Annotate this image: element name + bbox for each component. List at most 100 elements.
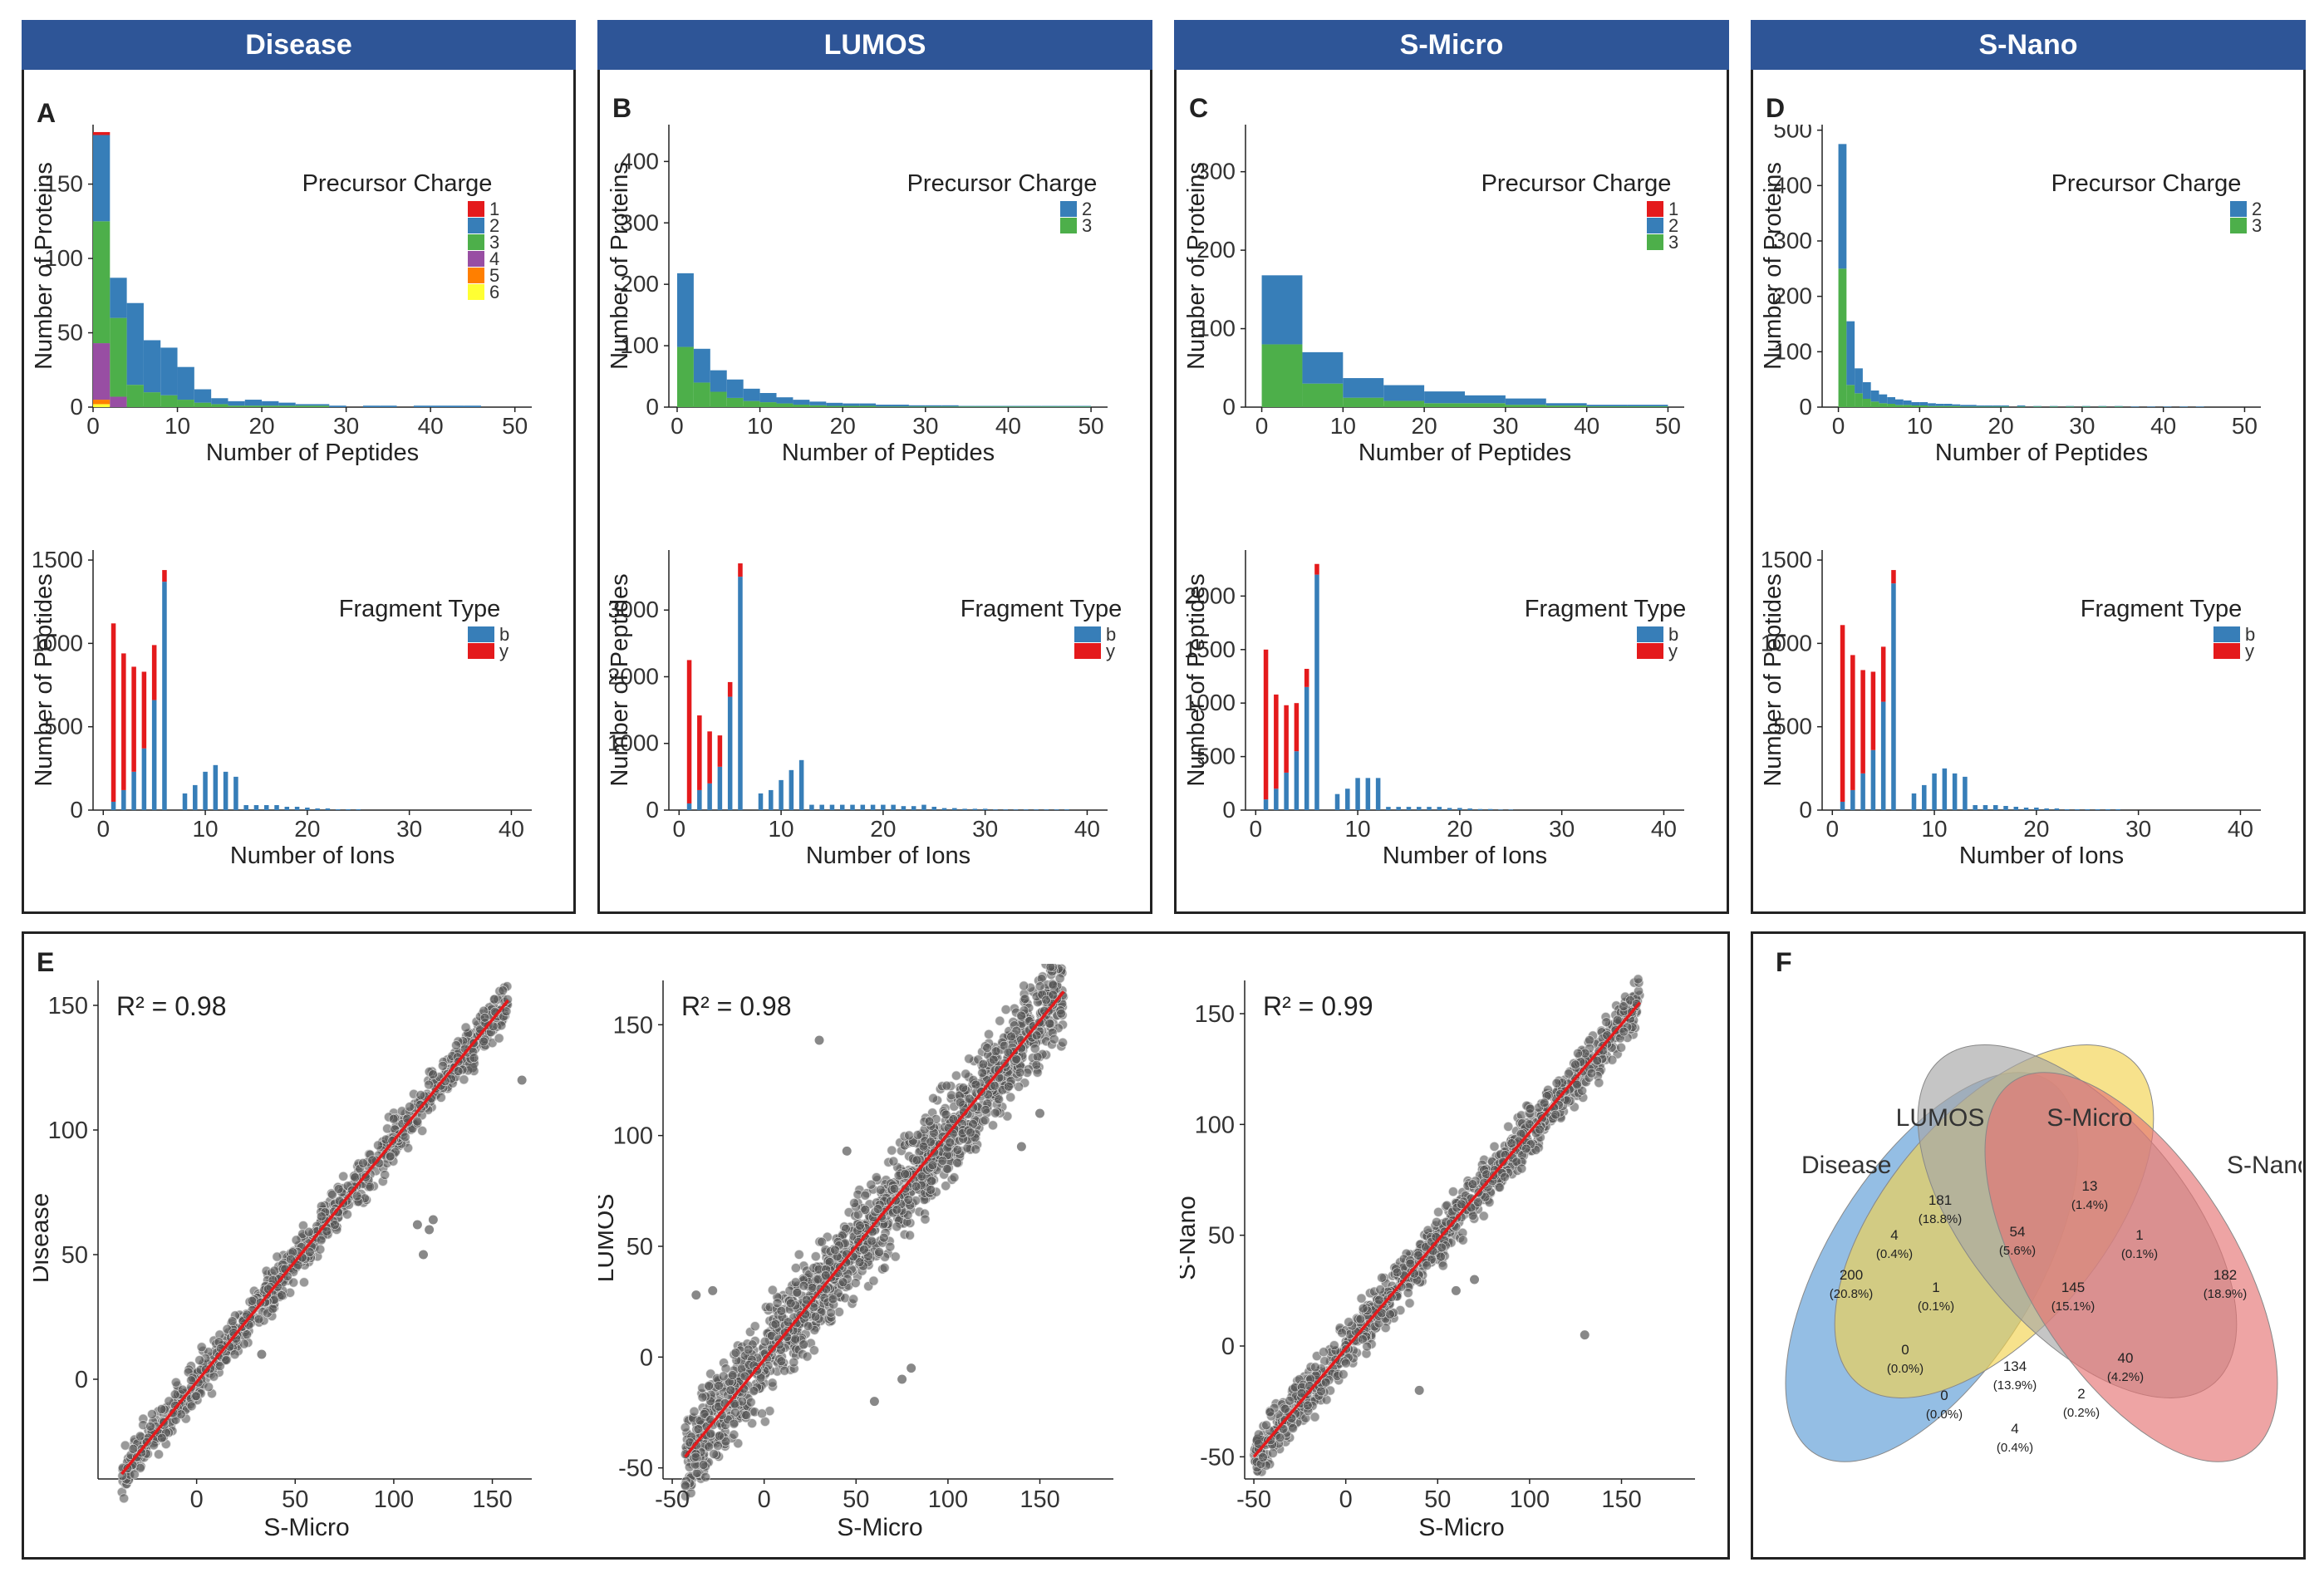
scatter-point	[1275, 1432, 1285, 1443]
legend-swatch-y	[1637, 643, 1663, 659]
bar-segment-3	[876, 406, 892, 407]
scatter-point	[498, 985, 508, 995]
scatter-point	[1056, 1008, 1066, 1019]
bar-segment-5	[93, 400, 111, 405]
bar-segment-2	[1545, 403, 1587, 406]
bar-segment-2	[1952, 404, 1961, 406]
scatter-point	[330, 1220, 340, 1230]
y-tick-label: 400	[620, 148, 659, 174]
scatter-point	[1006, 1031, 1016, 1042]
y-tick-label: 100	[44, 245, 83, 271]
bar-segment-b	[839, 804, 845, 810]
scatter-point	[130, 1469, 140, 1480]
scatter-point	[715, 1431, 725, 1441]
scatter-point	[1467, 1179, 1478, 1190]
x-tick-label: 10	[1330, 413, 1356, 439]
scatter-point	[776, 1356, 787, 1367]
x-tick-label: 50	[1078, 413, 1103, 439]
x-tick-label: 40	[499, 816, 524, 842]
scatter-point	[729, 1418, 739, 1429]
venn-region-count-disease-lumos: 4	[1890, 1227, 1898, 1243]
bar-segment-2	[2033, 405, 2041, 407]
y-axis-label: Number of Peptides	[1762, 573, 1786, 786]
bar-segment-b	[1355, 778, 1360, 810]
column-header-disease: Disease	[22, 20, 576, 70]
bar-segment-2	[329, 405, 346, 407]
bar-segment-3	[1058, 406, 1075, 407]
scatter-point	[988, 1054, 999, 1065]
x-tick-label: 50	[2232, 413, 2258, 439]
scatter-point	[1585, 1035, 1594, 1045]
chart-c-fragment-histogram: 0 10 20 30 40 0 500 1000 1500 2000 Number of Ions N…	[1186, 550, 1686, 869]
scatter-point	[494, 1033, 504, 1044]
scatter-point	[892, 1221, 902, 1232]
x-tick-label: 10	[747, 413, 773, 439]
bar-segment-3	[1911, 405, 1920, 407]
bar-segment-3	[1984, 406, 1993, 407]
bar-segment-3	[1879, 403, 1888, 407]
scatter-point	[767, 1378, 778, 1388]
scatter-point	[1258, 1452, 1268, 1462]
bar-segment-2	[743, 388, 760, 401]
bar-segment-b	[717, 766, 723, 810]
scatter-point	[1032, 1052, 1043, 1062]
bar-segment-b	[1973, 804, 1978, 810]
y-tick-label: 50	[626, 1234, 653, 1260]
scatter-point	[1054, 973, 1065, 984]
bar-segment-2	[876, 405, 892, 407]
scatter-point	[215, 1361, 225, 1371]
scatter-point	[322, 1226, 332, 1236]
scatter-point	[488, 1021, 499, 1032]
scatter-point	[1619, 1001, 1629, 1011]
venn-region-percent-smicro-only: (1.4%)	[2071, 1198, 2108, 1212]
panel-letter-b: B	[612, 93, 632, 123]
scatter-point	[1358, 1334, 1368, 1344]
legend-swatch-3	[1647, 234, 1663, 250]
scatter-point	[1265, 1407, 1275, 1417]
bar-segment-b	[356, 808, 361, 810]
y-axis-label: Number of Peptides	[609, 573, 633, 786]
bar-segment-2	[693, 348, 710, 383]
scatter-point	[170, 1389, 180, 1400]
bar-segment-b	[941, 808, 947, 810]
legend-swatch-3	[1060, 218, 1077, 233]
x-tick-label: 0	[1825, 816, 1839, 842]
scatter-point	[1495, 1182, 1505, 1192]
scatter-point	[1285, 1396, 1295, 1406]
x-tick-label: 10	[768, 816, 794, 842]
bar-segment-b	[891, 804, 896, 810]
bar-segment-b	[1840, 801, 1845, 810]
bar-segment-2	[925, 405, 942, 407]
bar-segment-2	[447, 405, 464, 407]
panel-letter-e: E	[37, 947, 55, 977]
y-axis-label: LUMOS	[598, 1194, 619, 1283]
legend-label-1: 1	[1668, 199, 1678, 219]
scatter-point	[730, 1398, 740, 1409]
scatter-point	[154, 1449, 164, 1460]
bar-segment-2	[759, 393, 777, 403]
bar-segment-3	[726, 397, 744, 407]
scatter-point	[720, 1436, 731, 1447]
scatter-point	[802, 1351, 813, 1362]
bar-segment-2	[2195, 406, 2204, 407]
scatter-point	[927, 1160, 938, 1171]
bar-segment-b	[1880, 701, 1886, 810]
bar-segment-2	[2001, 405, 2009, 407]
bar-segment-b	[697, 789, 702, 810]
scatter-point	[1634, 985, 1644, 996]
chart-e-scatter-snano: -50 0 50 100 150 -50 0 50 100 150 S-Micro S-Nano R² …	[1180, 974, 1695, 1541]
venn-region-percent-disease-lumos-smicro: (0.1%)	[1918, 1299, 1954, 1314]
scatter-point	[949, 1172, 960, 1183]
bar-segment-b	[1932, 773, 1937, 810]
scatter-point	[727, 1370, 738, 1380]
bar-segment-b	[213, 764, 219, 810]
chart-e-scatter-disease: 0 50 100 150 0 50 100 150 S-Micro Disease R² = 0.9…	[33, 980, 532, 1541]
scatter-point	[854, 1257, 865, 1267]
bar-segment-3	[244, 405, 263, 407]
bar-segment-2	[1919, 402, 1928, 405]
scatter-point	[970, 1079, 981, 1090]
venn-region-count-lumos-snano: 40	[2118, 1350, 2134, 1366]
x-tick-label: 30	[333, 413, 359, 439]
scatter-point	[194, 1355, 205, 1365]
bar-segment-y	[727, 681, 733, 697]
